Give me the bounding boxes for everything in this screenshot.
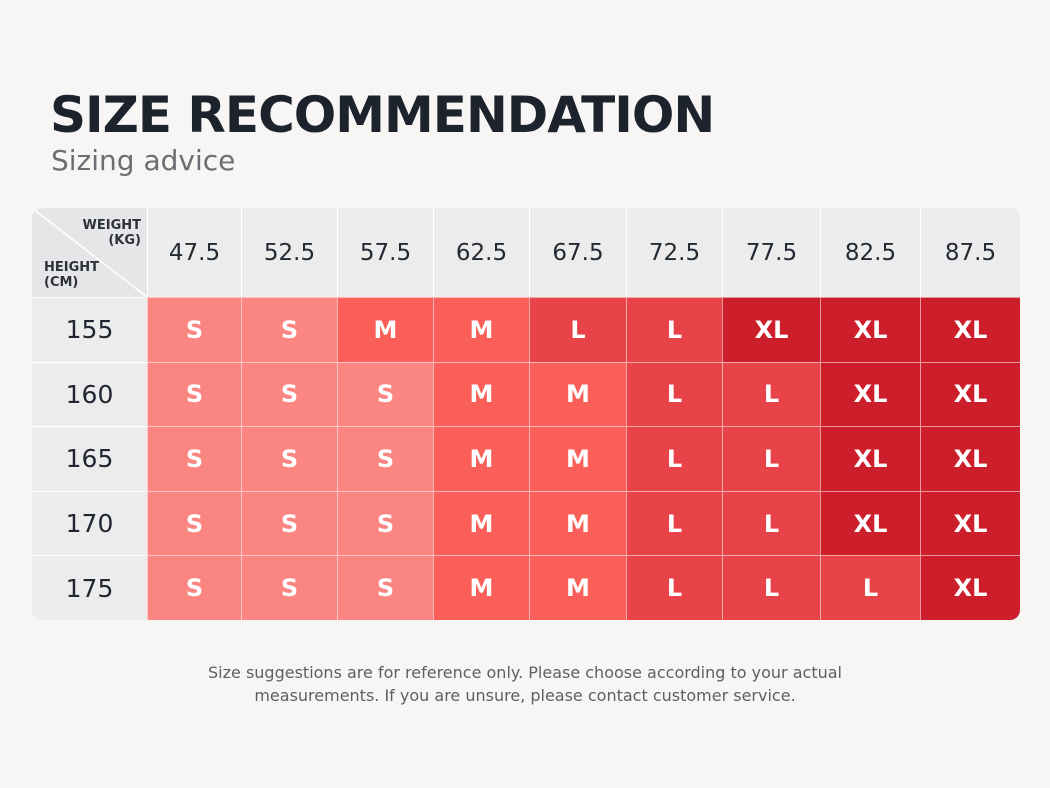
weight-header-cell: 87.5 xyxy=(920,208,1020,297)
size-cell: S xyxy=(337,555,433,620)
footnote-line-2: measurements. If you are unsure, please … xyxy=(254,686,796,705)
size-cell: L xyxy=(626,361,722,427)
size-cell: S xyxy=(241,426,337,491)
height-header-cell: 155 xyxy=(32,297,147,362)
size-cell: M xyxy=(433,426,529,491)
height-header-cell: 175 xyxy=(32,555,147,620)
size-cell: M xyxy=(433,555,529,620)
size-cell: XL xyxy=(920,297,1020,362)
size-cell: S xyxy=(241,361,337,427)
size-cell: XL xyxy=(920,490,1020,556)
size-cell: S xyxy=(337,490,433,556)
height-header-cell: 160 xyxy=(32,361,147,427)
size-cell: S xyxy=(241,555,337,620)
weight-axis-label: WEIGHT (KG) xyxy=(82,218,141,248)
weight-header-cell: 47.5 xyxy=(147,208,241,297)
page-title: SIZE RECOMMENDATION xyxy=(50,86,715,144)
size-cell: L xyxy=(626,490,722,556)
size-cell: M xyxy=(433,297,529,362)
size-cell: XL xyxy=(722,297,820,362)
table-corner-header: WEIGHT (KG) HEIGHT (CM) xyxy=(32,208,147,297)
size-cell: XL xyxy=(920,361,1020,427)
weight-header-cell: 72.5 xyxy=(626,208,722,297)
footnote-line-1: Size suggestions are for reference only.… xyxy=(208,663,842,682)
size-cell: S xyxy=(147,490,241,556)
footnote: Size suggestions are for reference only.… xyxy=(0,661,1050,707)
corner-diagonal-line xyxy=(32,208,147,297)
size-cell: XL xyxy=(820,297,920,362)
weight-header-cell: 67.5 xyxy=(529,208,626,297)
weight-header-cell: 52.5 xyxy=(241,208,337,297)
size-cell: L xyxy=(626,426,722,491)
size-cell: L xyxy=(722,555,820,620)
size-cell: XL xyxy=(820,426,920,491)
size-cell: S xyxy=(147,361,241,427)
size-cell: XL xyxy=(920,555,1020,620)
size-cell: S xyxy=(147,555,241,620)
size-cell: M xyxy=(337,297,433,362)
weight-header-cell: 82.5 xyxy=(820,208,920,297)
size-cell: M xyxy=(433,361,529,427)
size-cell: S xyxy=(147,426,241,491)
size-cell: S xyxy=(337,426,433,491)
weight-header-cell: 77.5 xyxy=(722,208,820,297)
size-cell: M xyxy=(433,490,529,556)
size-cell: XL xyxy=(920,426,1020,491)
height-header-cell: 165 xyxy=(32,426,147,491)
size-cell: M xyxy=(529,361,626,427)
weight-header-cell: 57.5 xyxy=(337,208,433,297)
size-cell: XL xyxy=(820,490,920,556)
size-cell: M xyxy=(529,490,626,556)
size-cell: L xyxy=(722,490,820,556)
size-cell: M xyxy=(529,426,626,491)
size-cell: L xyxy=(722,426,820,491)
size-cell: M xyxy=(529,555,626,620)
size-cell: S xyxy=(241,490,337,556)
size-cell: S xyxy=(147,297,241,362)
size-cell: L xyxy=(529,297,626,362)
size-cell: L xyxy=(626,555,722,620)
size-cell: L xyxy=(626,297,722,362)
size-cell: S xyxy=(241,297,337,362)
size-cell: XL xyxy=(820,361,920,427)
size-cell: L xyxy=(820,555,920,620)
weight-header-cell: 62.5 xyxy=(433,208,529,297)
size-cell: S xyxy=(337,361,433,427)
page-subtitle: Sizing advice xyxy=(51,144,236,177)
height-header-cell: 170 xyxy=(32,490,147,556)
height-axis-label: HEIGHT (CM) xyxy=(44,260,100,290)
size-chart-table: WEIGHT (KG) HEIGHT (CM) 47.5 52.5 57.5 62.5… xyxy=(32,208,1020,620)
size-cell: L xyxy=(722,361,820,427)
